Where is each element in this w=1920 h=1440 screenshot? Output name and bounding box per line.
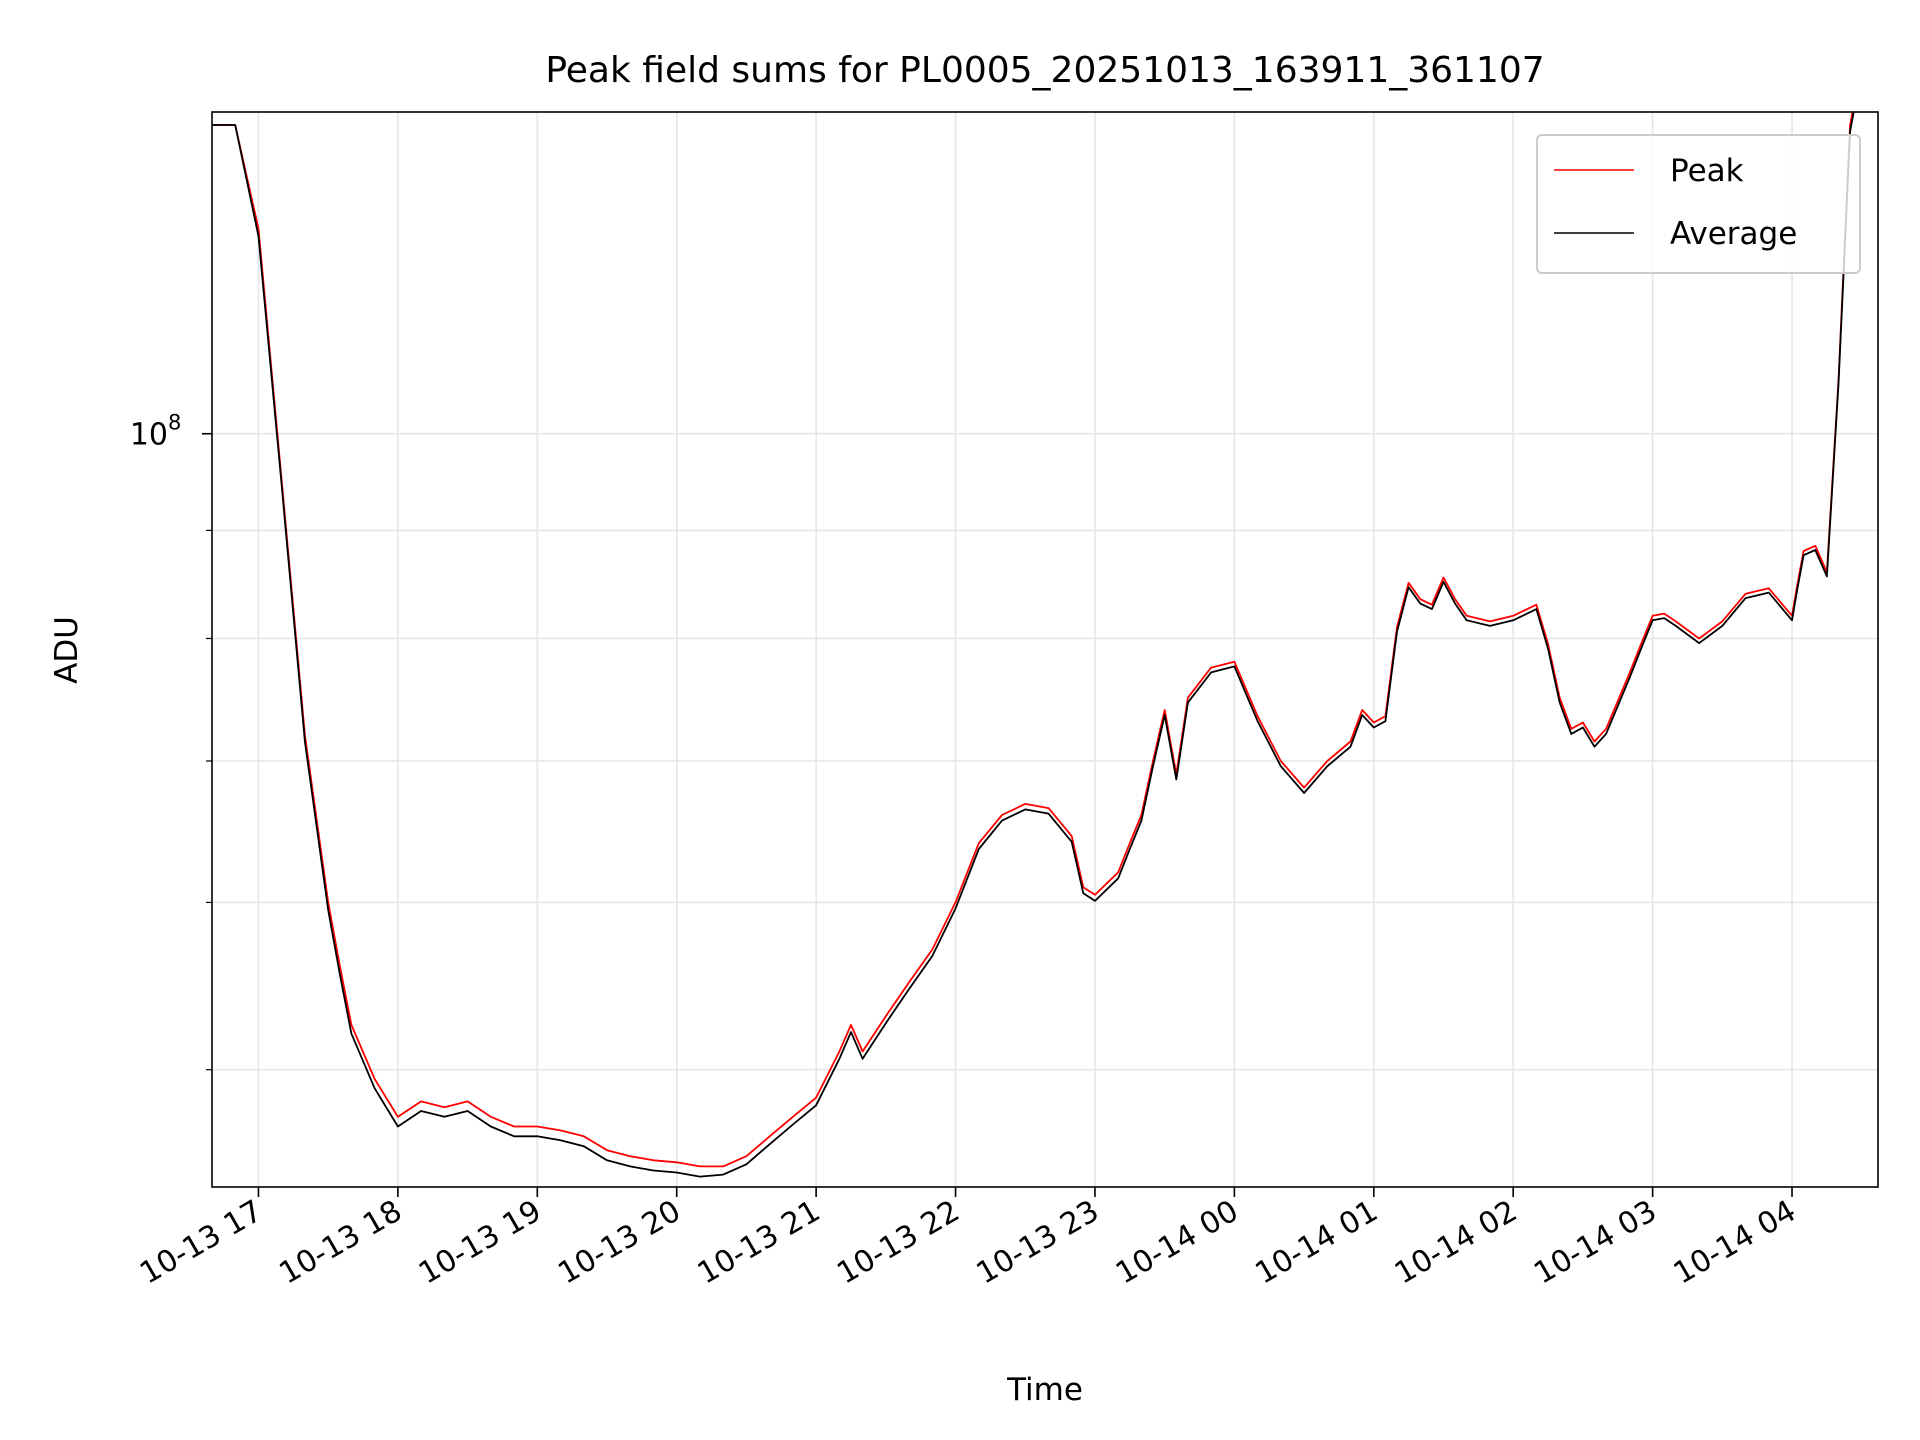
series-line-average: [212, 112, 1855, 1178]
plot-frame: [211, 111, 1879, 1188]
y-tick-label-exponent: 8: [168, 411, 181, 435]
x-axis-label: Time: [1006, 1372, 1083, 1408]
y-axis-label: ADU: [49, 616, 85, 684]
chart-title: Peak field sums for PL0005_20251013_1639…: [545, 50, 1544, 91]
series-layer: [212, 112, 1855, 1178]
series-line-peak: [212, 112, 1854, 1168]
grid: [212, 112, 1878, 1187]
y-tick-label: 10: [130, 418, 168, 453]
legend-label-peak: Peak: [1670, 153, 1744, 189]
legend: Peak Average: [1536, 134, 1861, 274]
legend-label-average: Average: [1670, 216, 1797, 252]
